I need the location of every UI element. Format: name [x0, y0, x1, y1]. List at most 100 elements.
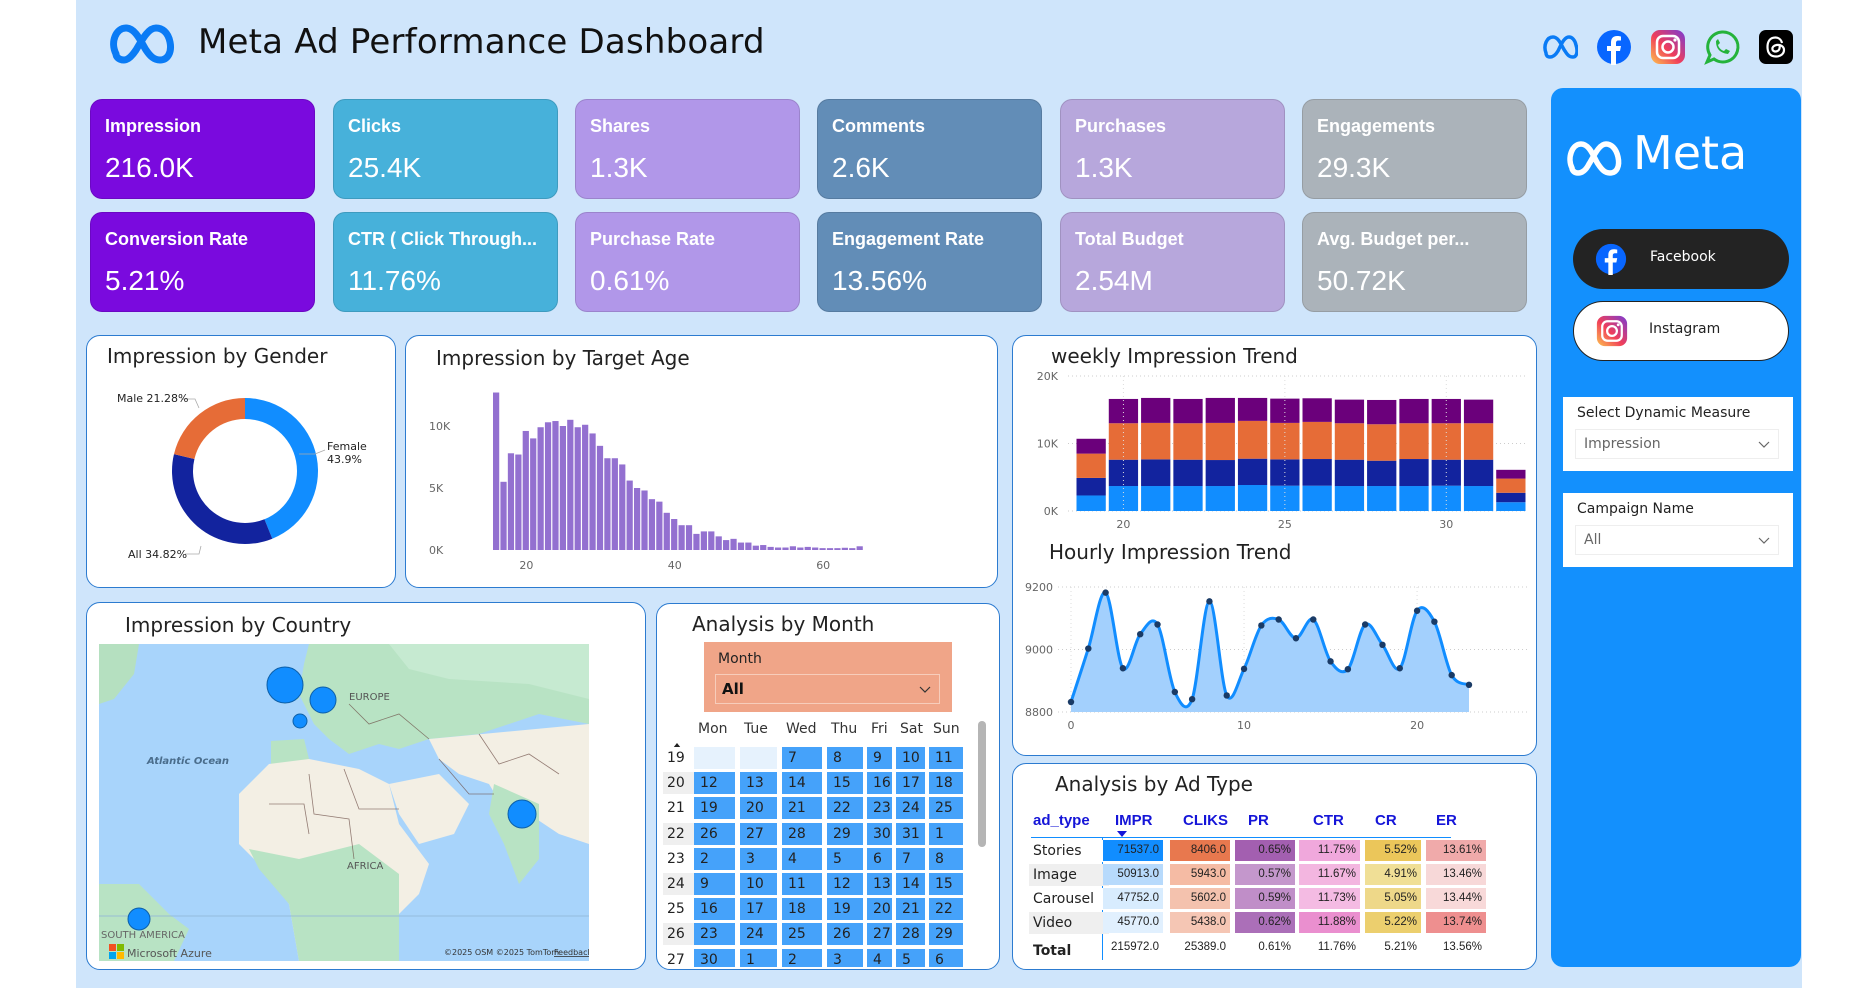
calendar-day-cell[interactable]	[694, 747, 735, 769]
sort-up-icon[interactable]	[672, 741, 682, 749]
weekly-bar-segment[interactable]	[1270, 485, 1300, 511]
calendar-day-cell[interactable]: 5	[827, 847, 863, 870]
calendar-day-cell[interactable]: 18	[782, 898, 822, 921]
weekly-bar-segment[interactable]	[1496, 502, 1526, 511]
weekly-bar-segment[interactable]	[1399, 398, 1429, 424]
calendar-day-cell[interactable]: 27	[867, 923, 892, 946]
age-bar[interactable]	[812, 547, 819, 550]
weekly-bar-segment[interactable]	[1173, 398, 1203, 424]
facebook-button[interactable]: Facebook	[1573, 229, 1789, 289]
weekly-bar-segment[interactable]	[1302, 459, 1332, 486]
calendar-day-cell[interactable]: 24	[896, 797, 925, 820]
weekly-bar-segment[interactable]	[1431, 485, 1461, 511]
calendar-day-cell[interactable]: 4	[867, 948, 892, 967]
weekly-bar-segment[interactable]	[1334, 399, 1365, 424]
age-bar[interactable]	[715, 536, 722, 550]
calendar-day-cell[interactable]: 9	[867, 747, 892, 769]
country-map[interactable]: Atlantic Ocean EUROPE AFRICA SOUTH AMERI…	[99, 644, 589, 961]
weekly-bar-segment[interactable]	[1173, 486, 1203, 511]
hourly-point[interactable]	[1465, 681, 1473, 689]
calendar-day-cell[interactable]: 26	[827, 923, 863, 946]
age-bar-chart[interactable]: 0K 5K 10K 20 40 60	[406, 336, 998, 588]
table-row-label[interactable]: Carousel	[1029, 888, 1109, 910]
donut-slice-male[interactable]	[173, 398, 245, 459]
weekly-bar-segment[interactable]	[1270, 398, 1300, 423]
age-bar[interactable]	[589, 433, 596, 550]
age-bar[interactable]	[745, 542, 752, 550]
calendar-day-cell[interactable]: 25	[929, 797, 963, 820]
kpi-card[interactable]: Conversion Rate 5.21%	[90, 212, 315, 312]
age-bar[interactable]	[619, 464, 626, 550]
weekly-bar-segment[interactable]	[1173, 423, 1203, 460]
calendar-day-cell[interactable]: 30	[694, 948, 735, 967]
map-feedback-link[interactable]: Feedback	[554, 948, 589, 957]
calendar-day-cell[interactable]: 7	[782, 747, 822, 769]
hourly-point[interactable]	[1154, 621, 1161, 628]
age-bar[interactable]	[849, 548, 856, 550]
calendar-day-cell[interactable]: 16	[694, 898, 735, 921]
calendar-day-cell[interactable]: 26	[694, 822, 735, 845]
calendar-day-cell[interactable]: 20	[867, 898, 892, 921]
weekly-bar-segment[interactable]	[1076, 477, 1106, 496]
age-bar[interactable]	[671, 519, 678, 550]
table-row-label[interactable]: Video	[1029, 912, 1109, 934]
age-bar[interactable]	[656, 501, 663, 550]
calendar-day-cell[interactable]: 15	[929, 873, 963, 895]
weekly-bar-segment[interactable]	[1237, 397, 1268, 421]
calendar-scrollbar[interactable]	[978, 721, 986, 847]
weekly-bar-segment[interactable]	[1237, 458, 1268, 486]
calendar-day-cell[interactable]: 17	[896, 772, 925, 795]
calendar-day-cell[interactable]: 19	[827, 898, 863, 921]
table-column-header[interactable]: CR	[1375, 812, 1397, 829]
age-bar[interactable]	[567, 419, 574, 550]
table-column-header[interactable]: ad_type	[1033, 812, 1090, 829]
weekly-bar-segment[interactable]	[1141, 397, 1171, 423]
weekly-bar-segment[interactable]	[1496, 469, 1526, 479]
age-bar[interactable]	[493, 392, 500, 550]
kpi-card[interactable]: Impression 216.0K	[90, 99, 315, 199]
age-bar[interactable]	[663, 512, 670, 550]
age-bar[interactable]	[767, 546, 774, 550]
weekly-bar-segment[interactable]	[1108, 398, 1139, 424]
hourly-point[interactable]	[1275, 616, 1282, 623]
facebook-icon[interactable]	[1596, 29, 1632, 65]
weekly-bar-segment[interactable]	[1496, 492, 1526, 503]
weekly-bar-segment[interactable]	[1302, 485, 1332, 511]
age-bar[interactable]	[834, 548, 841, 550]
kpi-card[interactable]: Engagement Rate 13.56%	[817, 212, 1042, 312]
whatsapp-icon[interactable]	[1704, 29, 1740, 65]
age-bar[interactable]	[500, 481, 507, 550]
weekly-bar-segment[interactable]	[1173, 459, 1203, 487]
age-bar[interactable]	[856, 546, 863, 550]
hourly-point[interactable]	[1448, 671, 1455, 679]
calendar-day-cell[interactable]: 16	[867, 772, 892, 795]
table-column-header[interactable]: PR	[1248, 812, 1269, 829]
month-dropdown[interactable]: All	[715, 674, 940, 704]
calendar-day-cell[interactable]: 10	[896, 747, 925, 769]
kpi-card[interactable]: Avg. Budget per... 50.72K	[1302, 212, 1527, 312]
age-bar[interactable]	[797, 547, 804, 550]
dynamic-measure-dropdown[interactable]: Impression	[1575, 429, 1779, 459]
age-bar[interactable]	[723, 540, 730, 550]
calendar-day-cell[interactable]	[740, 747, 777, 769]
hourly-point[interactable]	[1188, 695, 1196, 703]
weekly-bar-segment[interactable]	[1076, 453, 1106, 478]
weekly-bar-segment[interactable]	[1205, 460, 1235, 487]
calendar-day-cell[interactable]: 31	[896, 822, 925, 845]
calendar-day-cell[interactable]: 14	[782, 772, 822, 795]
hourly-point[interactable]	[1119, 665, 1127, 672]
age-bar[interactable]	[574, 427, 581, 550]
calendar-day-cell[interactable]: 22	[929, 898, 963, 921]
hourly-point[interactable]	[1102, 589, 1109, 596]
hourly-point[interactable]	[1085, 645, 1092, 652]
weekly-bar-segment[interactable]	[1367, 424, 1397, 461]
calendar-day-cell[interactable]: 11	[929, 747, 963, 769]
calendar-day-cell[interactable]: 2	[694, 847, 735, 870]
kpi-card[interactable]: Purchase Rate 0.61%	[575, 212, 800, 312]
age-bar[interactable]	[537, 427, 544, 550]
kpi-card[interactable]: CTR ( Click Through... 11.76%	[333, 212, 558, 312]
hourly-point[interactable]	[1171, 688, 1179, 696]
table-column-header[interactable]: ER	[1436, 812, 1457, 829]
weekly-bar-segment[interactable]	[1463, 399, 1494, 424]
